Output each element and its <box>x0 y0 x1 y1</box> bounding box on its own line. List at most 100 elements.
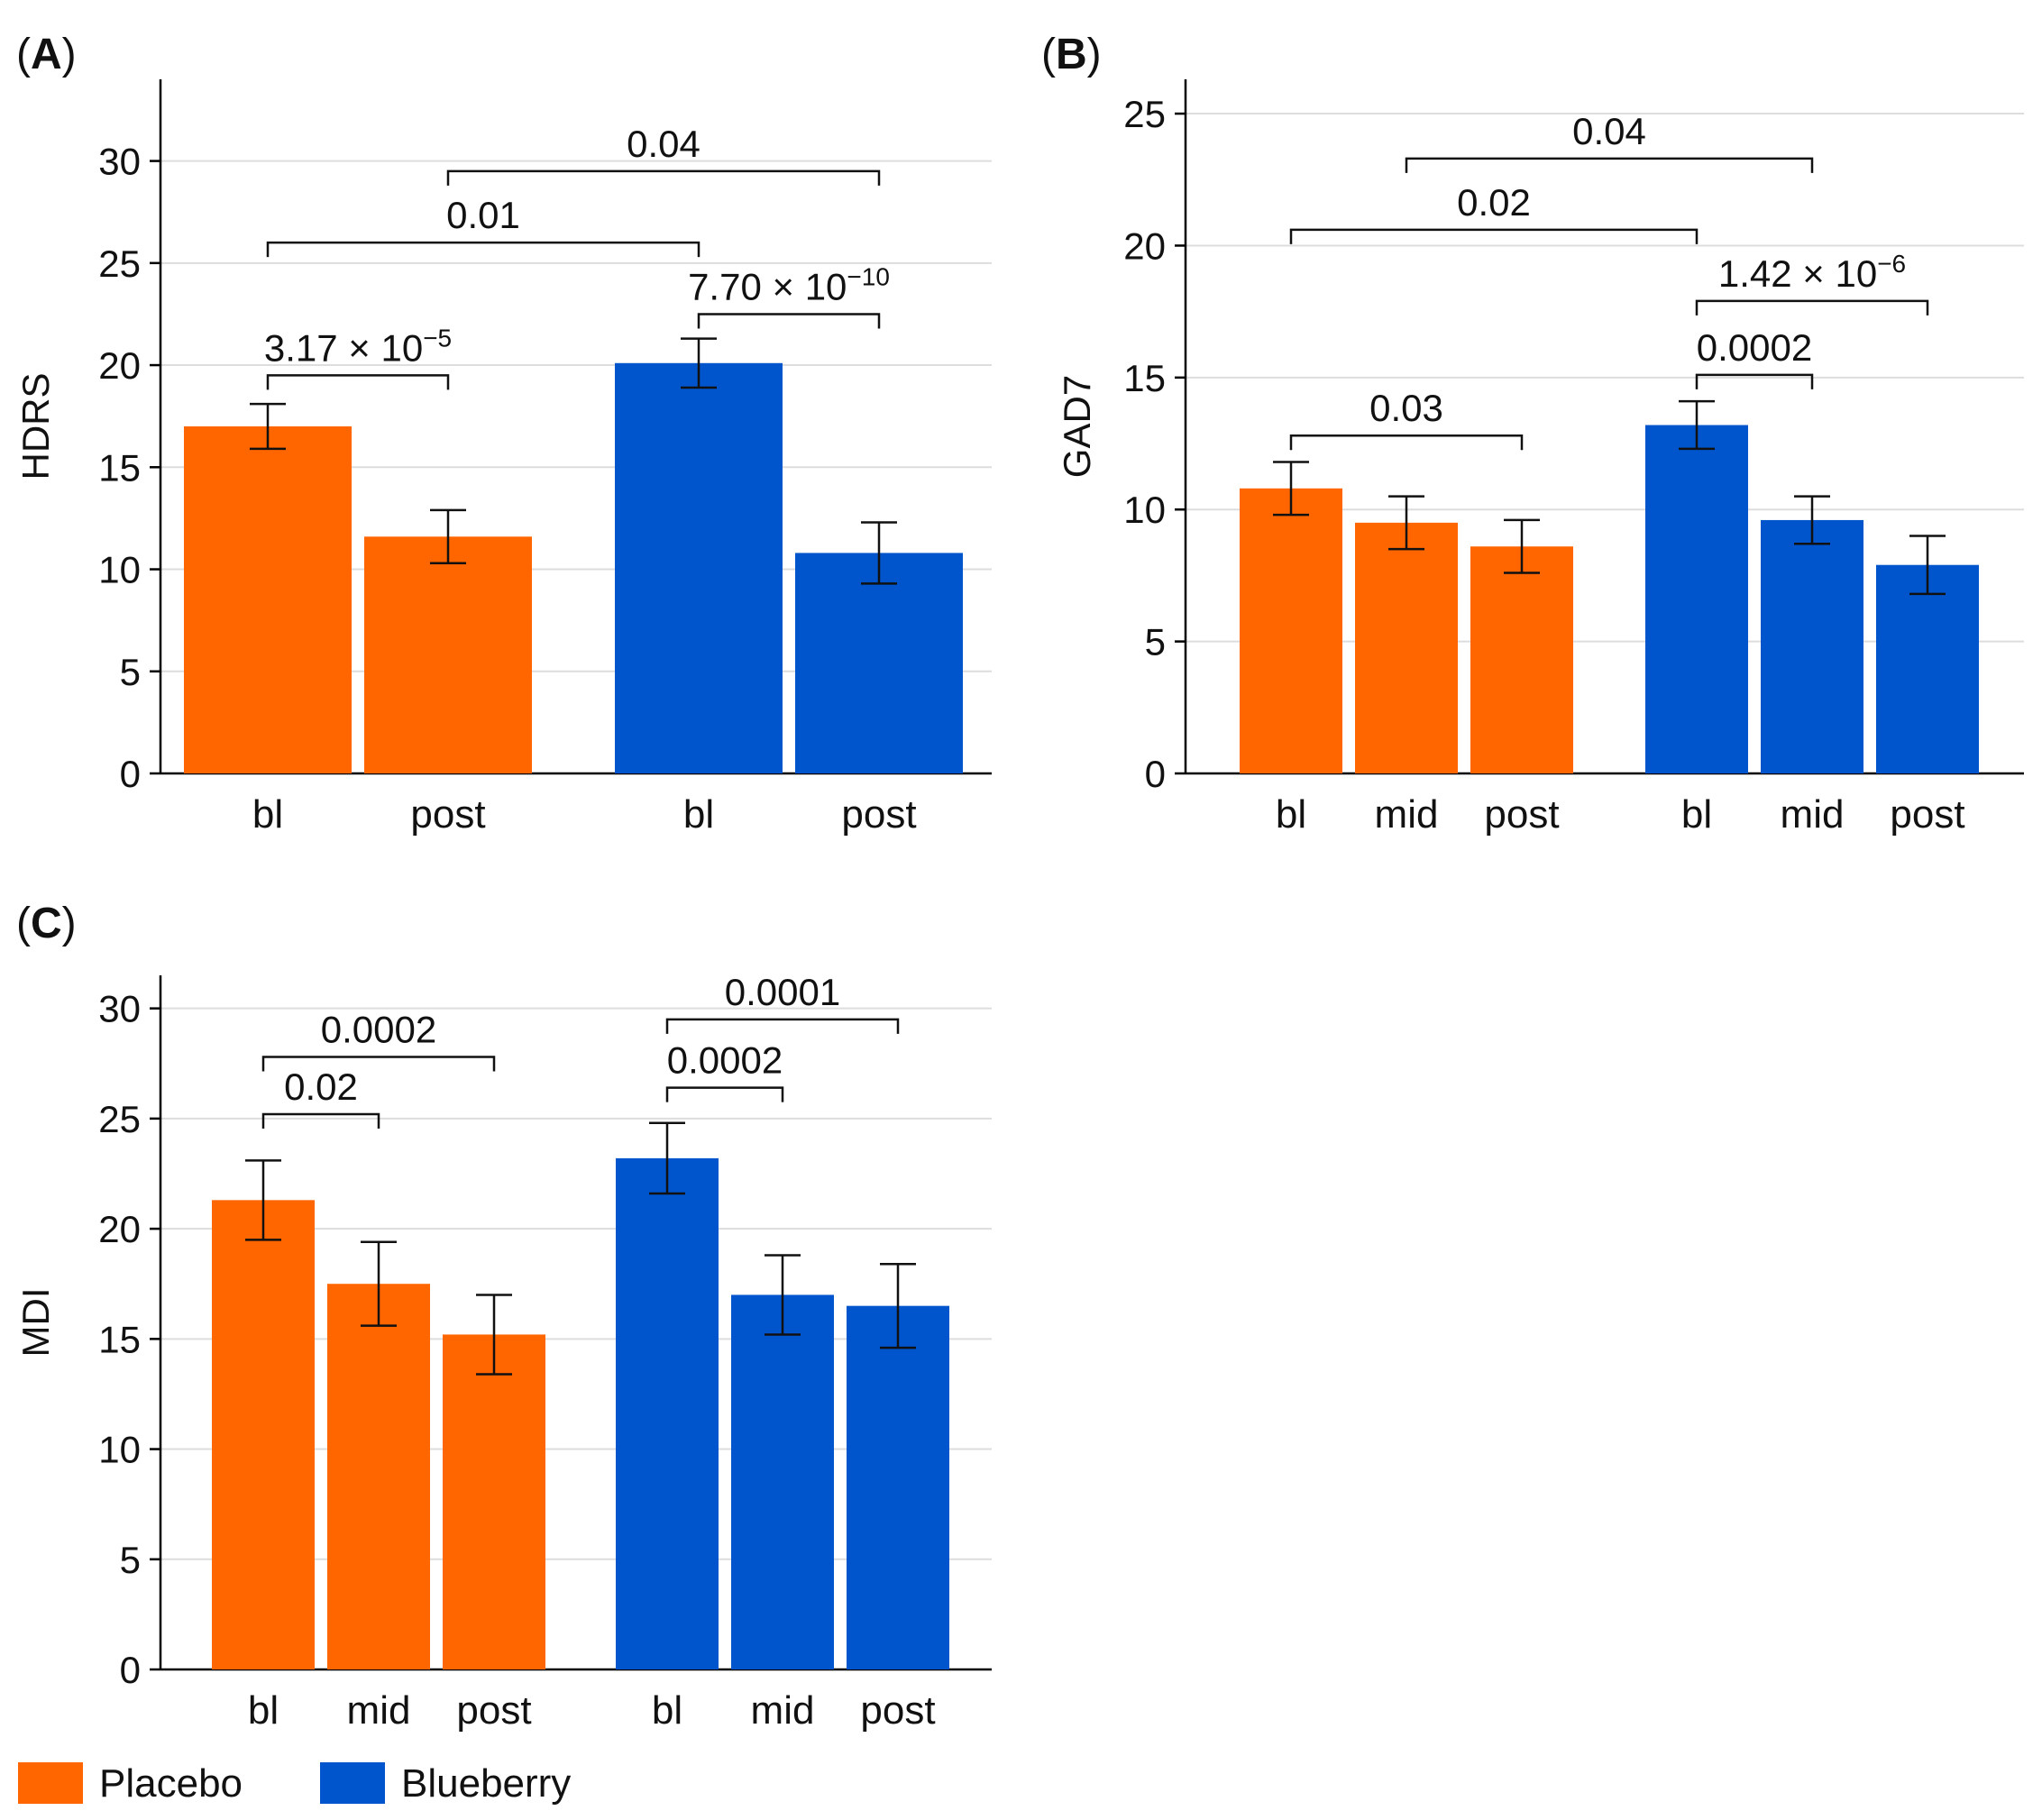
significance-bracket <box>266 241 701 258</box>
significance-bracket <box>697 313 881 329</box>
p-value-label: 0.0002 <box>321 1008 436 1050</box>
significance-bracket <box>1695 373 1814 389</box>
p-value-label: 0.0002 <box>1697 326 1812 369</box>
p-value-label: 3.17 × 10−5 <box>264 324 452 369</box>
y-tick-label: 30 <box>98 141 141 183</box>
significance-bracket <box>1405 157 1814 173</box>
p-value-exponent: −5 <box>423 324 452 352</box>
y-tick-label: 30 <box>98 988 141 1030</box>
bar-blueberry-mid <box>731 1294 834 1669</box>
panel-label: (A) <box>16 31 77 78</box>
p-value-label: 1.42 × 10−6 <box>1718 250 1906 295</box>
y-axis-title: MDI <box>14 1288 57 1358</box>
legend: Placebo Blueberry <box>18 1761 571 1806</box>
panel-label-letter: C <box>31 900 62 947</box>
y-tick-label: 0 <box>1145 753 1166 795</box>
y-axis-title: GAD7 <box>1056 375 1098 478</box>
category-label: bl <box>652 1688 682 1733</box>
p-value-base: 1.42 × 10 <box>1718 252 1877 295</box>
panel-label-open: ( <box>16 900 31 947</box>
p-value-label: 0.03 <box>1369 387 1443 429</box>
y-axis-title: HDRS <box>14 372 57 480</box>
panel-label-close: ) <box>62 31 77 78</box>
panel-label-letter: B <box>1056 31 1087 78</box>
category-label: mid <box>347 1688 411 1733</box>
legend-swatch-placebo <box>18 1762 83 1804</box>
category-label: post <box>841 792 916 837</box>
y-tick-label: 15 <box>1123 357 1166 399</box>
significance-bracket <box>1289 434 1524 451</box>
p-value-base: 0.0001 <box>725 971 840 1013</box>
p-value-base: 0.01 <box>446 194 520 236</box>
bar-placebo-bl <box>1240 488 1342 773</box>
panel-label-open: ( <box>1041 31 1056 78</box>
p-value-label: 0.02 <box>284 1065 358 1108</box>
p-value-label: 7.70 × 10−10 <box>688 262 890 307</box>
y-tick-label: 5 <box>120 1539 141 1581</box>
p-value-base: 0.04 <box>627 123 701 165</box>
p-value-base: 3.17 × 10 <box>264 326 423 369</box>
y-tick-label: 10 <box>98 1429 141 1471</box>
bar-placebo-bl <box>184 426 352 773</box>
bar-placebo-post <box>1470 546 1573 773</box>
y-tick-label: 25 <box>98 1098 141 1140</box>
p-value-exponent: −10 <box>847 262 890 290</box>
y-tick-label: 5 <box>1145 621 1166 663</box>
category-label: post <box>1484 792 1559 837</box>
bar-blueberry-post <box>795 553 963 773</box>
p-value-base: 0.0002 <box>667 1039 783 1082</box>
y-tick-label: 15 <box>98 1318 141 1360</box>
category-label: bl <box>1681 792 1712 837</box>
p-value-base: 0.02 <box>284 1065 358 1108</box>
bar-placebo-mid <box>1355 522 1458 773</box>
category-label: bl <box>683 792 714 837</box>
p-value-label: 0.04 <box>1572 110 1646 152</box>
bar-placebo-mid <box>327 1284 430 1669</box>
category-label: post <box>860 1688 935 1733</box>
y-tick-label: 20 <box>98 1208 141 1250</box>
category-label: post <box>456 1688 531 1733</box>
significance-bracket <box>665 1018 900 1034</box>
y-tick-label: 0 <box>120 1649 141 1691</box>
category-label: bl <box>248 1688 279 1733</box>
panel-label-letter: A <box>31 31 62 78</box>
p-value-base: 0.04 <box>1572 110 1646 152</box>
y-tick-label: 15 <box>98 446 141 489</box>
panel-a: (A) 0 5 10 15 20 25 30 HDRS bl post bl post 3.17 × 10… <box>14 31 992 837</box>
p-value-label: 0.0001 <box>725 971 840 1013</box>
p-value-base: 0.0002 <box>1697 326 1812 369</box>
bar-placebo-post <box>443 1334 545 1669</box>
p-value-base: 0.0002 <box>321 1008 436 1050</box>
p-value-label: 0.04 <box>627 123 701 165</box>
legend-label-blueberry: Blueberry <box>401 1761 571 1806</box>
y-tick-label: 20 <box>1123 224 1166 267</box>
y-tick-label: 0 <box>120 753 141 795</box>
y-tick-label: 25 <box>98 242 141 285</box>
significance-bracket <box>1289 228 1699 244</box>
category-label: mid <box>1781 792 1845 837</box>
bar-placebo-post <box>364 536 532 773</box>
bar-blueberry-bl <box>615 362 783 773</box>
y-tick-label: 10 <box>1123 489 1166 531</box>
panel-label-close: ) <box>62 900 77 947</box>
significance-bracket <box>665 1086 784 1102</box>
bar-blueberry-post <box>1876 564 1979 773</box>
category-label: post <box>410 792 485 837</box>
panel-label: (B) <box>1041 31 1102 78</box>
y-tick-label: 10 <box>98 549 141 591</box>
y-tick-label: 20 <box>98 344 141 387</box>
bar-placebo-bl <box>212 1200 315 1669</box>
y-tick-label: 5 <box>120 651 141 693</box>
category-label: mid <box>751 1688 815 1733</box>
significance-bracket <box>261 1056 496 1072</box>
significance-bracket <box>1695 299 1929 316</box>
category-label: post <box>1890 792 1964 837</box>
y-tick-label: 25 <box>1123 93 1166 135</box>
bar-blueberry-bl <box>616 1157 719 1669</box>
bar-blueberry-post <box>847 1305 949 1669</box>
p-value-label: 0.0002 <box>667 1039 783 1082</box>
panel-label: (C) <box>16 900 77 947</box>
